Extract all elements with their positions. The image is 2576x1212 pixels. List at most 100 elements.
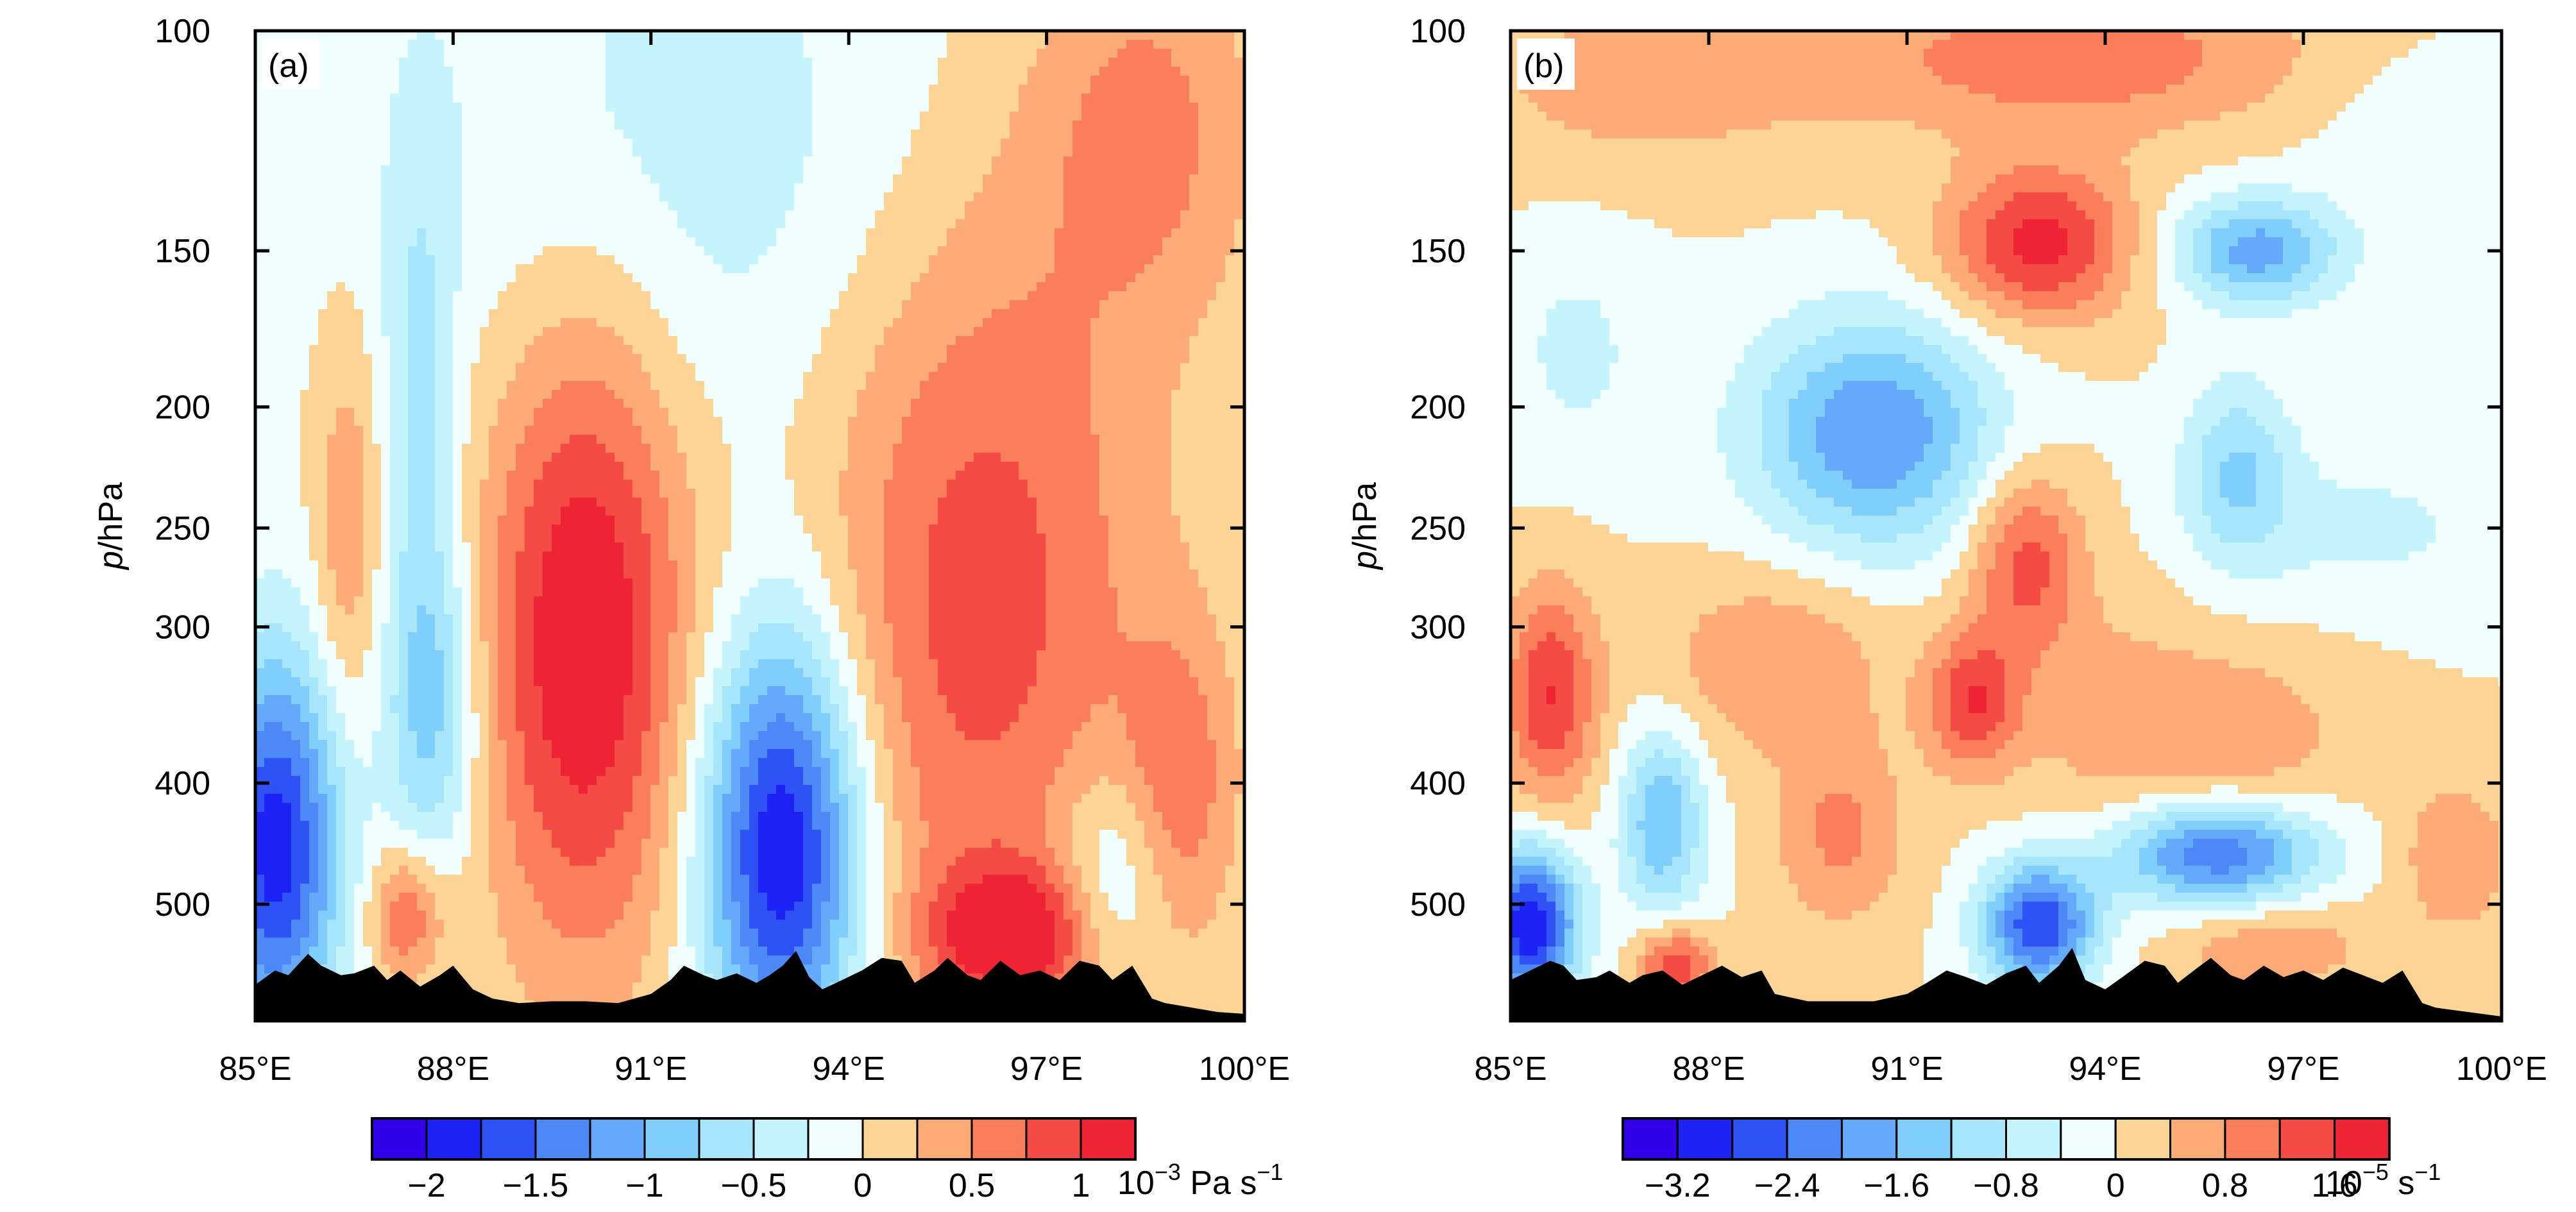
field-cell [641,426,651,435]
field-cell [1055,49,1064,58]
field-cell [525,345,534,355]
field-cell [516,318,525,328]
field-cell [561,85,570,94]
field-cell [821,139,831,148]
field-cell [408,201,418,211]
field-cell [632,363,642,373]
field-cell [354,426,364,435]
field-cell [363,372,373,382]
field-cell [659,94,669,103]
field-cell [992,300,1001,310]
field-cell [318,165,328,175]
field-cell [1216,363,1226,373]
field-cell [534,300,543,310]
field-cell [821,67,831,76]
field-cell [1144,426,1154,435]
field-cell [300,417,310,426]
field-cell [363,76,373,85]
field-cell [812,282,822,292]
field-cell [614,147,624,157]
field-cell [399,174,409,184]
field-cell [920,85,929,94]
field-cell [1216,156,1226,166]
field-cell [947,40,956,49]
field-cell [803,309,813,319]
field-cell [354,165,364,175]
field-cell [794,174,804,184]
field-cell [1019,363,1028,373]
field-cell [552,67,561,76]
field-cell [1225,174,1235,184]
field-cell [614,67,624,76]
field-cell [974,408,983,417]
field-cell [884,336,894,346]
field-cell [1189,336,1199,346]
field-cell [641,156,651,166]
field-cell [480,300,489,310]
field-cell [435,85,445,94]
field-cell [947,130,956,139]
field-cell [722,372,732,382]
field-cell [1072,417,1082,426]
field-cell [965,327,974,337]
field-cell [947,165,956,175]
field-cell [875,112,885,121]
field-cell [318,147,328,157]
field-cell [1090,139,1100,148]
field-cell [354,139,364,148]
field-cell [534,408,543,417]
field-cell [704,282,714,292]
field-cell [1019,94,1028,103]
field-cell [947,58,956,67]
field-cell [830,372,840,382]
field-cell [255,192,265,202]
field-cell [677,49,687,58]
field-cell [327,76,337,85]
field-cell [866,31,876,40]
field-cell [1081,76,1091,85]
field-cell [641,255,651,265]
field-cell [381,165,391,175]
field-cell [1126,363,1136,373]
field-cell [525,165,534,175]
field-cell [408,327,418,337]
field-cell [282,327,292,337]
field-cell [282,237,292,247]
field-cell [965,318,974,328]
field-cell [776,426,786,435]
field-cell [264,103,274,112]
field-cell [543,381,552,391]
field-cell [1019,255,1028,265]
field-cell [974,165,983,175]
field-cell [650,345,660,355]
field-cell [597,192,606,202]
field-cell [848,237,858,247]
field-cell [444,156,453,166]
field-cell [1081,408,1091,417]
field-cell [668,291,678,301]
field-cell [812,372,822,382]
field-cell [1225,282,1235,292]
field-cell [1126,219,1136,229]
field-cell [893,112,902,121]
field-cell [1144,201,1154,211]
field-cell [929,327,938,337]
field-cell [1180,264,1190,274]
field-cell [758,130,768,139]
field-cell [830,327,840,337]
field-cell [489,94,498,103]
field-cell [659,336,669,346]
field-cell [1162,85,1172,94]
field-cell [758,210,768,220]
field-cell [731,201,741,211]
field-cell [686,103,696,112]
field-cell [1144,49,1154,58]
field-cell [893,174,902,184]
field-cell [1108,291,1118,301]
field-cell [606,408,615,417]
field-cell [695,291,705,301]
field-cell [668,210,678,220]
field-cell [372,309,382,319]
field-cell [489,273,498,283]
field-cell [480,264,489,274]
